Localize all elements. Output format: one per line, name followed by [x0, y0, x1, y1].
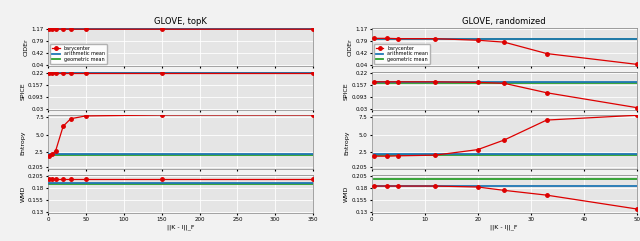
Y-axis label: SPICE: SPICE	[20, 82, 26, 100]
Title: GLOVE, randomized: GLOVE, randomized	[462, 17, 546, 26]
Y-axis label: CIDEr: CIDEr	[348, 38, 353, 56]
Y-axis label: SPICE: SPICE	[344, 82, 349, 100]
Legend: barycenter, arithmetic mean, geometric mean: barycenter, arithmetic mean, geometric m…	[51, 44, 106, 64]
Y-axis label: Entropy: Entropy	[20, 130, 26, 155]
X-axis label: ||K - I||_F: ||K - I||_F	[167, 225, 195, 230]
Y-axis label: WMD: WMD	[344, 186, 349, 202]
Legend: barycenter, arithmetic mean, geometric mean: barycenter, arithmetic mean, geometric m…	[374, 44, 430, 64]
Title: GLOVE, topK: GLOVE, topK	[154, 17, 207, 26]
Y-axis label: WMD: WMD	[20, 186, 26, 202]
X-axis label: ||K - I||_F: ||K - I||_F	[490, 225, 518, 230]
Y-axis label: Entropy: Entropy	[344, 130, 349, 155]
Y-axis label: CIDEr: CIDEr	[24, 38, 29, 56]
